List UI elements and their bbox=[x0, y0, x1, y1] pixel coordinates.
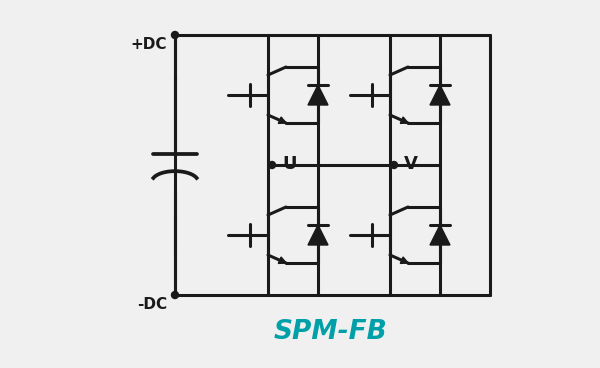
Circle shape bbox=[172, 32, 179, 39]
Polygon shape bbox=[308, 85, 328, 105]
Text: SPM-FB: SPM-FB bbox=[273, 319, 387, 345]
Circle shape bbox=[269, 162, 275, 169]
Polygon shape bbox=[400, 117, 408, 123]
Text: U: U bbox=[282, 155, 296, 173]
Polygon shape bbox=[430, 225, 450, 245]
Polygon shape bbox=[400, 257, 408, 263]
Polygon shape bbox=[278, 257, 286, 263]
Polygon shape bbox=[430, 85, 450, 105]
Polygon shape bbox=[278, 117, 286, 123]
Polygon shape bbox=[308, 225, 328, 245]
Text: -DC: -DC bbox=[137, 297, 167, 312]
Circle shape bbox=[172, 291, 179, 298]
Text: +DC: +DC bbox=[131, 37, 167, 52]
Circle shape bbox=[391, 162, 398, 169]
Text: V: V bbox=[404, 155, 418, 173]
